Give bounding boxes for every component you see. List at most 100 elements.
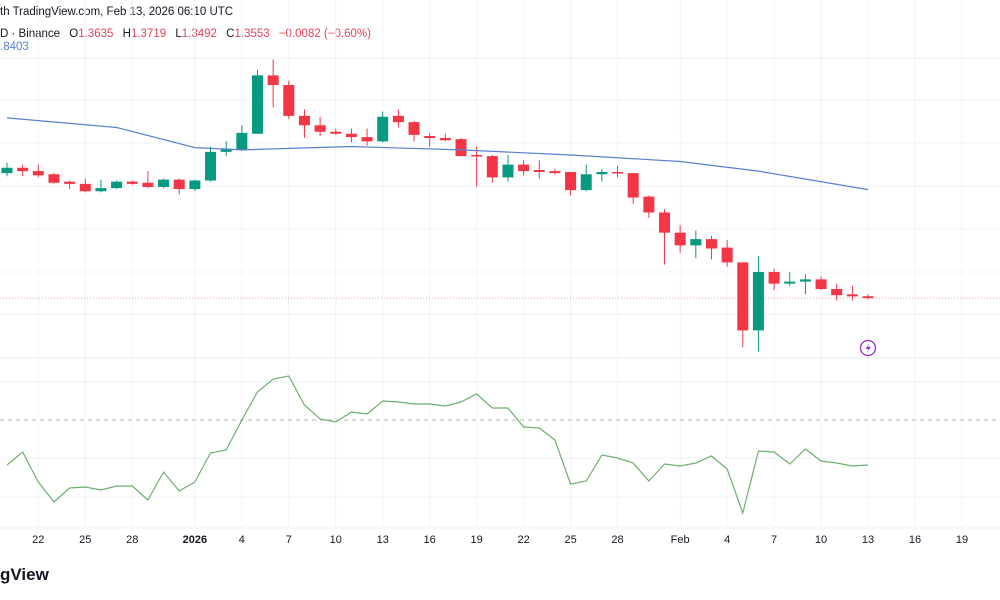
candle-body xyxy=(330,131,342,134)
candle-body xyxy=(752,271,764,331)
candle-body xyxy=(1,167,13,174)
time-axis-label: 16 xyxy=(424,534,436,546)
candle-up xyxy=(158,178,170,189)
candle-body xyxy=(471,155,483,157)
candle-down xyxy=(533,160,545,179)
ma-legend-value: .8403 xyxy=(0,41,29,53)
change-value: −0.0082 (−0.60%) xyxy=(278,28,371,40)
candle-down xyxy=(737,262,749,348)
candle-down xyxy=(439,133,451,142)
candle-body xyxy=(236,132,248,150)
candle-body xyxy=(768,271,780,284)
candle-body xyxy=(32,171,44,176)
candle-up xyxy=(1,162,13,177)
candle-body xyxy=(173,179,185,190)
candle-body xyxy=(48,174,60,183)
candle-body xyxy=(111,181,123,189)
candle-body xyxy=(455,139,467,157)
candle-down xyxy=(643,195,655,218)
open-value: 1.3635 xyxy=(78,28,114,40)
candle-up xyxy=(189,179,201,192)
candle-down xyxy=(455,138,467,157)
candle-up xyxy=(580,164,592,192)
lightning-bolt-icon[interactable] xyxy=(859,339,877,357)
close-value: 1.3553 xyxy=(234,28,270,40)
time-axis-label: 13 xyxy=(862,534,874,546)
oscillator-line xyxy=(6,375,869,516)
candle-down xyxy=(846,285,858,301)
candle-down xyxy=(32,164,44,178)
time-axis-label: 7 xyxy=(286,534,292,546)
candle-body xyxy=(79,183,91,192)
candle-down xyxy=(126,180,138,185)
candle-body xyxy=(283,84,295,116)
time-axis-label: Feb xyxy=(671,534,690,546)
candle-down xyxy=(674,225,686,253)
candle-down xyxy=(48,173,60,184)
candle-down xyxy=(471,146,483,187)
tradingview-logo[interactable]: gView xyxy=(0,565,49,584)
candle-down xyxy=(345,128,357,143)
candle-up xyxy=(111,180,123,190)
candle-body xyxy=(298,115,310,126)
candle-down xyxy=(705,235,717,260)
candle-body xyxy=(659,212,671,233)
candle-down xyxy=(64,180,76,190)
candle-body xyxy=(424,135,436,139)
candle-down xyxy=(79,178,91,193)
open-label: O xyxy=(69,28,79,40)
time-axis-label: 10 xyxy=(815,534,827,546)
candle-body xyxy=(314,125,326,132)
candle-body xyxy=(596,172,608,175)
time-axis-label: 19 xyxy=(956,534,968,546)
candle-body xyxy=(799,279,811,282)
candle-body xyxy=(643,196,655,213)
candle-down xyxy=(142,171,154,189)
candle-body xyxy=(690,239,702,246)
alert-button[interactable] xyxy=(859,339,877,357)
candle-down xyxy=(298,109,310,139)
candle-down xyxy=(486,155,498,183)
candle-body xyxy=(126,181,138,184)
time-axis-label: 7 xyxy=(771,534,777,546)
lightning-bolt-glyph xyxy=(865,343,871,353)
candle-body xyxy=(862,296,874,299)
candle-body xyxy=(408,122,420,135)
candle-down xyxy=(627,173,639,204)
time-axis-label: 2026 xyxy=(183,534,207,546)
candle-body xyxy=(721,247,733,263)
candle-body xyxy=(189,180,201,190)
candle-up xyxy=(251,70,263,134)
candle-down xyxy=(424,132,436,147)
high-label: H xyxy=(122,28,131,40)
candle-down xyxy=(659,209,671,265)
candle-down xyxy=(815,276,827,291)
candle-body xyxy=(64,181,76,184)
candle-up xyxy=(95,179,107,193)
candle-body xyxy=(267,75,279,85)
candle-down xyxy=(721,240,733,267)
candle-down xyxy=(173,178,185,195)
time-axis-label: 10 xyxy=(330,534,342,546)
candle-body xyxy=(737,262,749,331)
high-value: 1.3719 xyxy=(130,28,167,40)
candle-body xyxy=(612,172,624,174)
candle-down xyxy=(330,128,342,135)
low-label: L xyxy=(175,28,182,40)
candle-up xyxy=(596,168,608,182)
time-axis-label: 4 xyxy=(239,534,245,546)
time-axis-label: 4 xyxy=(724,534,730,546)
legend-ohlc: D · Binance O1.3635 H1.3719 L1.3492 C1.3… xyxy=(0,28,371,40)
candle-up xyxy=(502,155,514,182)
candle-body xyxy=(220,148,232,152)
time-axis-label: 19 xyxy=(471,534,483,546)
time-axis-label: 16 xyxy=(909,534,921,546)
candle-body xyxy=(95,188,107,192)
symbol-label[interactable]: D · Binance xyxy=(0,28,61,40)
candle-up xyxy=(690,230,702,259)
time-axis-label: 28 xyxy=(611,534,623,546)
candle-body xyxy=(205,151,217,181)
time-axis-label: 13 xyxy=(377,534,389,546)
candle-body xyxy=(846,294,858,297)
